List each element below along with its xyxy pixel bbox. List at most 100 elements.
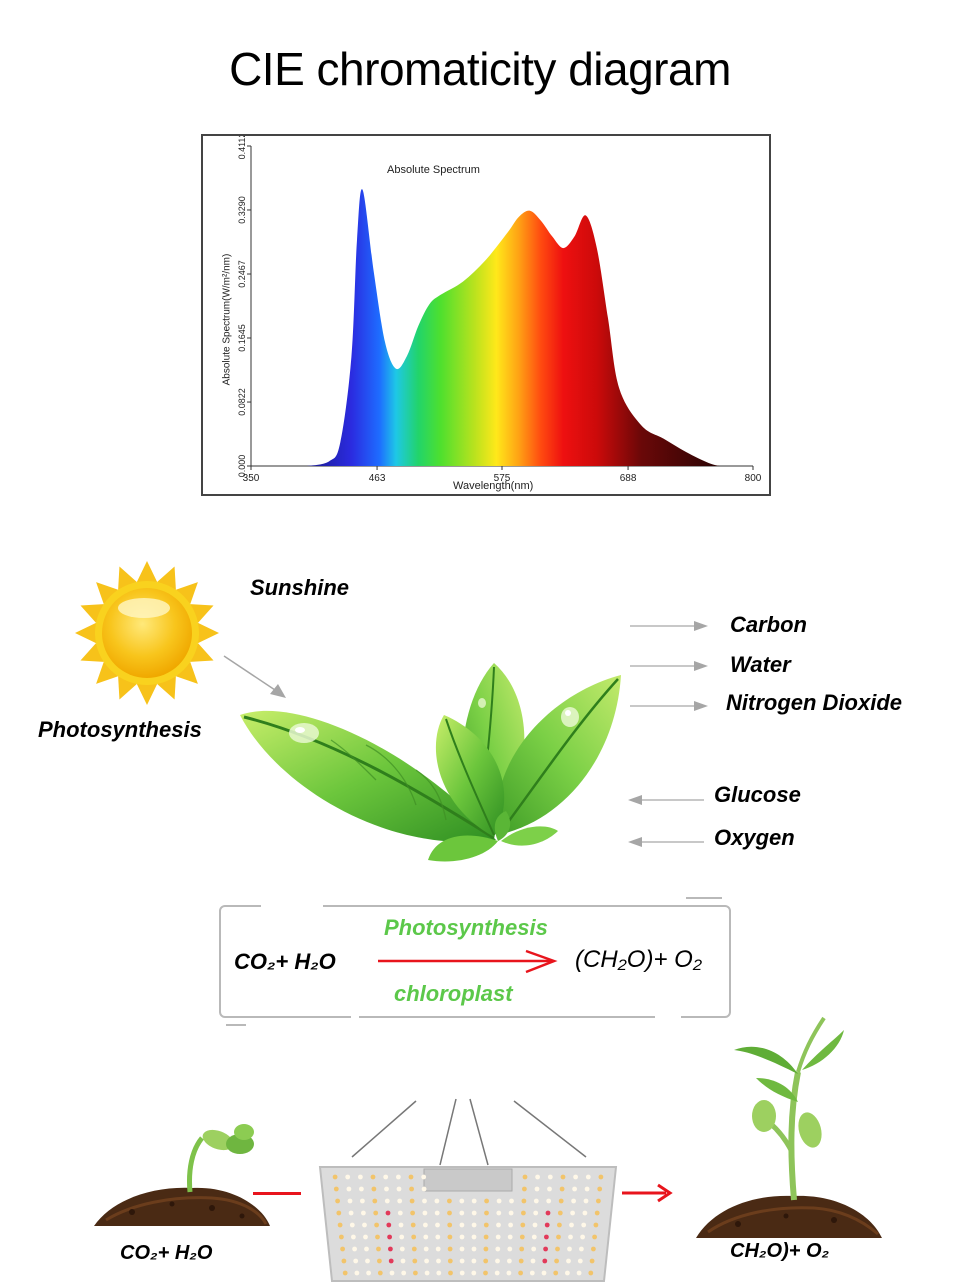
led-dot (471, 1198, 477, 1204)
sun-ray (96, 661, 119, 684)
led-dot (339, 1234, 344, 1240)
led-dot (495, 1234, 501, 1240)
led-dot (484, 1210, 489, 1216)
led-dot (598, 1174, 604, 1180)
led-dot (591, 1246, 596, 1252)
led-dot (558, 1198, 564, 1204)
led-dot (569, 1222, 574, 1228)
sun-icon (75, 561, 219, 705)
led-dot (518, 1270, 523, 1276)
led-dot (495, 1246, 501, 1252)
led-dot (371, 1186, 377, 1192)
led-dot (447, 1210, 452, 1216)
led-dot (576, 1270, 582, 1276)
led-dot (362, 1222, 367, 1228)
equation-condition-top: Photosynthesis (384, 915, 548, 940)
led-dot (572, 1186, 577, 1192)
led-dot (447, 1222, 453, 1228)
led-dot (507, 1258, 512, 1264)
x-tick-label: 350 (243, 473, 260, 484)
led-dot (349, 1222, 355, 1228)
led-dot (543, 1246, 548, 1252)
led-dot (570, 1210, 575, 1216)
led-dot (581, 1222, 587, 1228)
led-dot (542, 1258, 548, 1264)
led-dot (435, 1246, 441, 1252)
leaves-illustration (240, 663, 621, 862)
led-dot (483, 1234, 489, 1240)
led-dot (459, 1222, 465, 1228)
led-dot (423, 1222, 428, 1228)
led-dot (535, 1174, 540, 1180)
led-dot (398, 1222, 404, 1228)
output-label-water: Water (730, 652, 791, 677)
reaction-arrow (378, 949, 558, 974)
led-dot (596, 1198, 601, 1204)
led-dot (342, 1270, 348, 1276)
led-dot (579, 1246, 584, 1252)
led-dot (359, 1186, 364, 1192)
led-dot (496, 1198, 502, 1204)
led-dot (422, 1210, 428, 1216)
led-dot (396, 1174, 401, 1180)
led-dot (544, 1222, 550, 1228)
led-dot (471, 1270, 477, 1276)
led-dot (337, 1222, 343, 1228)
led-dot (495, 1258, 500, 1264)
led-dot (520, 1222, 526, 1228)
sun-ray (136, 684, 158, 705)
led-dot (471, 1234, 477, 1240)
page-title: CIE chromaticity diagram (229, 43, 731, 95)
led-dot (568, 1234, 573, 1240)
led-dot (383, 1174, 389, 1180)
led-dot (352, 1246, 357, 1252)
led-dot (399, 1234, 405, 1240)
led-dot (518, 1258, 524, 1264)
led-dot (435, 1222, 440, 1228)
led-dot (387, 1234, 392, 1240)
led-dot (484, 1198, 489, 1204)
led-dot (410, 1222, 416, 1228)
led-dot (374, 1222, 379, 1228)
y-axis-label: Absolute Spectrum(W/m²/nm) (221, 253, 233, 386)
x-tick-label: 800 (745, 473, 762, 484)
sun-ray (175, 661, 198, 684)
led-dot (333, 1186, 339, 1192)
led-dot (408, 1174, 414, 1180)
led-dot (423, 1234, 429, 1240)
led-dot (588, 1270, 594, 1276)
sun-ray (157, 566, 176, 590)
led-dot (519, 1234, 525, 1240)
led-dot (365, 1258, 370, 1264)
led-dot (533, 1198, 539, 1204)
led-dot (377, 1270, 383, 1276)
sun-ray (118, 676, 137, 700)
y-tick-label: 0.1645 (237, 324, 247, 352)
led-dot (554, 1258, 559, 1264)
led-dot (434, 1198, 440, 1204)
plant-large (696, 1016, 882, 1238)
output-label-nitrogen-dioxide: Nitrogen Dioxide (726, 690, 903, 715)
sun-ray (118, 566, 137, 590)
led-dot (361, 1210, 366, 1216)
spectrum-chart: 350 463 575 688 800 0.000 0.0822 0.1645 0.2467 0.… (237, 136, 762, 484)
led-dot (436, 1258, 441, 1264)
led-dot (530, 1258, 536, 1264)
led-dot (366, 1270, 371, 1276)
sun-ray (175, 582, 198, 605)
led-dot (385, 1210, 391, 1216)
led-dot (354, 1270, 360, 1276)
led-dot (389, 1270, 395, 1276)
led-dot (555, 1246, 560, 1252)
led-dot (399, 1246, 405, 1252)
sun-ray (75, 622, 96, 644)
led-dot (413, 1270, 418, 1276)
led-dot (421, 1174, 427, 1180)
led-dot (401, 1270, 407, 1276)
led-dot (358, 1174, 363, 1180)
led-dot (346, 1186, 352, 1192)
led-dot (471, 1246, 477, 1252)
sun-ray (157, 676, 176, 700)
led-dot (597, 1186, 603, 1192)
led-dot (447, 1258, 453, 1264)
